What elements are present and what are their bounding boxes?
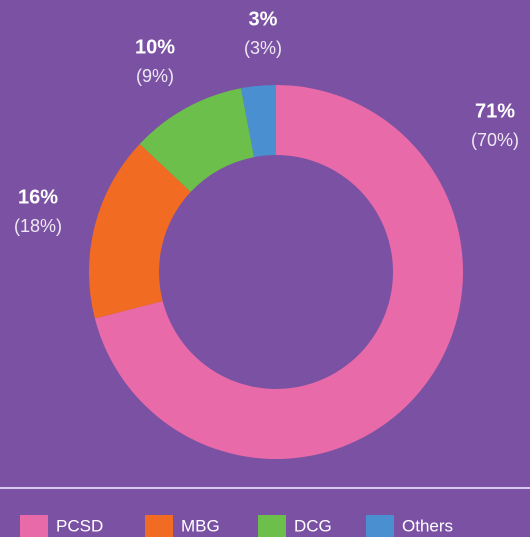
legend-swatch xyxy=(20,515,48,537)
prior-value-label: (9%) xyxy=(136,66,174,86)
chart: 71% (70%) 16% (18%) 10% (9%) 3% (3%) PCSD MBG DCG O… xyxy=(0,0,530,537)
legend-swatch xyxy=(145,515,173,537)
value-label: 71% xyxy=(475,100,515,122)
legend-swatch xyxy=(258,515,286,537)
prior-value-label: (70%) xyxy=(471,130,519,150)
value-label: 10% xyxy=(135,36,175,58)
prior-value-label: (3%) xyxy=(244,38,282,58)
legend-label: Others xyxy=(402,516,453,535)
legend-swatch xyxy=(366,515,394,537)
legend-label: DCG xyxy=(294,516,332,535)
legend-label: MBG xyxy=(181,516,220,535)
legend-label: PCSD xyxy=(56,516,103,535)
prior-value-label: (18%) xyxy=(14,216,62,236)
value-label: 16% xyxy=(18,186,58,208)
value-label: 3% xyxy=(249,8,278,30)
